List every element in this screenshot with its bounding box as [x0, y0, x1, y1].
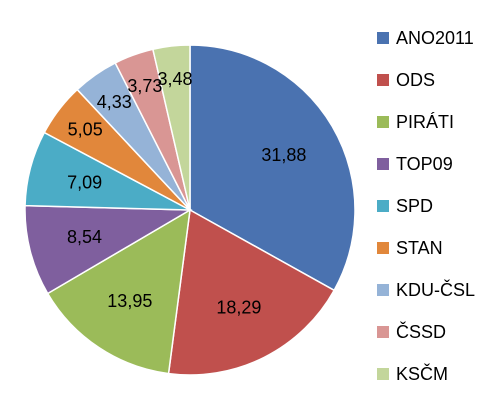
legend-swatch [377, 74, 389, 86]
legend-swatch [377, 284, 389, 296]
legend-item-kdu-čsl: KDU-ČSL [377, 279, 475, 300]
data-label-stan: 5,05 [68, 120, 103, 140]
data-label-ano2011: 31,88 [261, 145, 306, 165]
pie-slice-ksčm [151, 44, 191, 211]
legend-item-ano2011: ANO2011 [377, 28, 474, 48]
legend-item-piráti: PIRÁTI [377, 112, 454, 132]
legend-swatch [377, 116, 389, 128]
legend-label: ANO2011 [396, 28, 474, 48]
data-label-čssd: 3,73 [127, 76, 162, 96]
legend: ANO2011 ODS PIRÁTI TOP09 SPD STAN KDU-ČSL ČSSD K… [377, 28, 475, 384]
legend-label: SPD [396, 196, 433, 216]
legend-swatch [377, 32, 389, 44]
legend-label: PIRÁTI [396, 112, 454, 132]
pie-slice-ano2011 [189, 44, 356, 292]
legend-swatch [377, 200, 389, 212]
legend-item-stan: STAN [377, 238, 443, 258]
data-label-kdu-čsl: 4,33 [97, 92, 132, 112]
legend-label: ODS [396, 70, 435, 90]
legend-item-ksčm: KSČM [377, 363, 448, 384]
legend-item-top09: TOP09 [377, 154, 453, 174]
legend-item-ods: ODS [377, 70, 435, 90]
data-label-piráti: 13,95 [107, 291, 152, 311]
data-label-spd: 7,09 [67, 172, 102, 192]
legend-label: KSČM [396, 363, 448, 384]
pie-data-labels: 31,88 18,29 13,95 8,54 7,09 5,05 4,333,733,48 [67, 69, 306, 317]
legend-swatch [377, 326, 389, 338]
pie-slices [24, 44, 356, 376]
legend-swatch [377, 158, 389, 170]
legend-label: KDU-ČSL [396, 279, 475, 300]
legend-label: TOP09 [396, 154, 453, 174]
data-label-ksčm: 3,48 [158, 69, 193, 89]
pie-slice-piráti [46, 208, 191, 375]
legend-item-čssd: ČSSD [377, 321, 446, 342]
data-label-ods: 18,29 [216, 297, 261, 317]
pie-slice-ods [167, 208, 336, 376]
legend-label: STAN [396, 238, 443, 258]
legend-item-spd: SPD [377, 196, 433, 216]
legend-label: ČSSD [396, 321, 446, 342]
legend-swatch [377, 242, 389, 254]
data-label-top09: 8,54 [67, 227, 102, 247]
pie-slice-top09 [24, 204, 193, 295]
legend-swatch [377, 368, 389, 380]
